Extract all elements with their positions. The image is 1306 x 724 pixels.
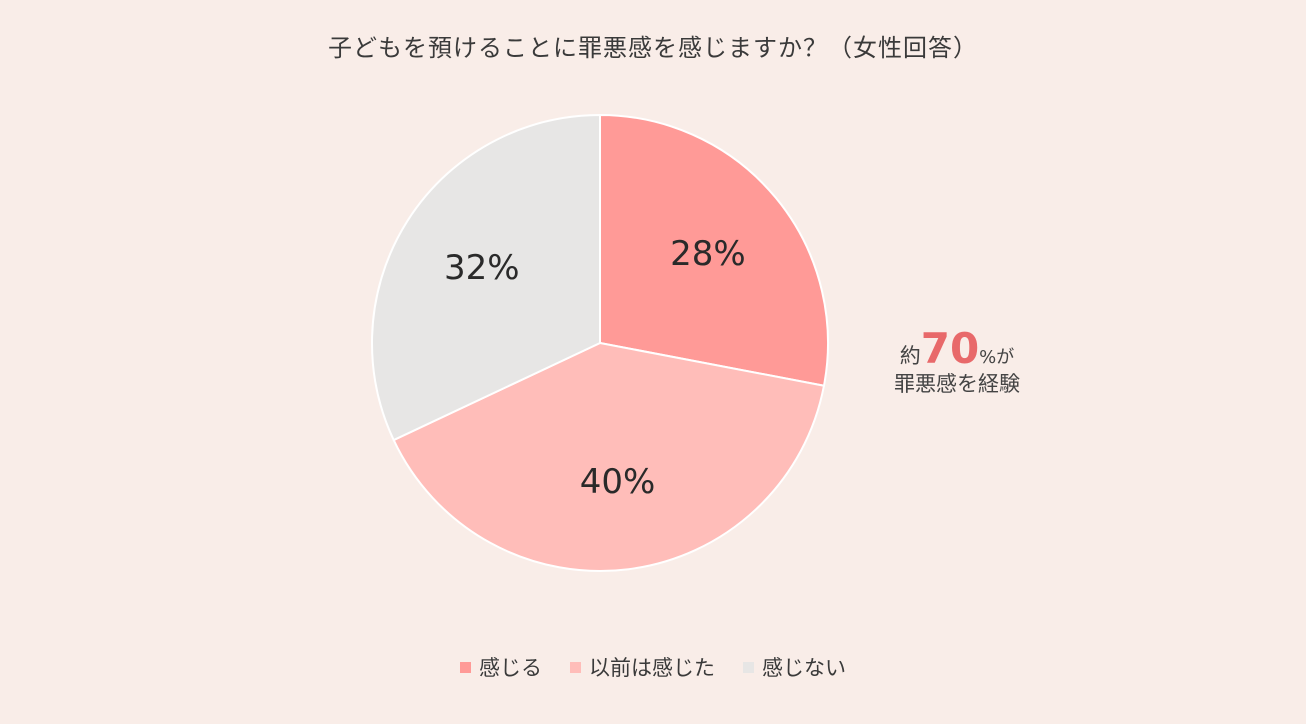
pie-slice-0 [599, 113, 829, 387]
legend-item-not-feel: 感じない [743, 652, 846, 682]
legend-swatch [570, 661, 581, 673]
legend-label: 感じない [762, 656, 846, 680]
legend: 感じる 以前は感じた 感じない [0, 652, 1306, 682]
pie-slice-label-1: 40% [580, 462, 656, 502]
legend-item-felt-before: 以前は感じた [570, 652, 715, 682]
legend-swatch [743, 661, 754, 673]
annotation-unit: %が [979, 347, 1015, 368]
pie-slice-label-0: 28% [670, 234, 746, 274]
legend-item-feel: 感じる [460, 652, 542, 682]
annotation-line2: 罪悪感を経験 [894, 372, 1020, 397]
pie-slice-1 [392, 341, 826, 572]
legend-swatch [460, 661, 471, 673]
legend-label: 感じる [479, 656, 542, 680]
legend-label: 以前は感じた [589, 656, 715, 680]
annotation-prefix: 約 [899, 344, 921, 368]
annotation-callout: 約70%が 罪悪感を経験 [872, 328, 1042, 399]
pie-slice-2 [371, 113, 601, 442]
chart-title: 子どもを預けることに罪悪感を感じますか？（女性回答） [328, 34, 978, 62]
annotation-number: 70 [920, 324, 980, 373]
pie-slice-label-2: 32% [444, 248, 520, 288]
